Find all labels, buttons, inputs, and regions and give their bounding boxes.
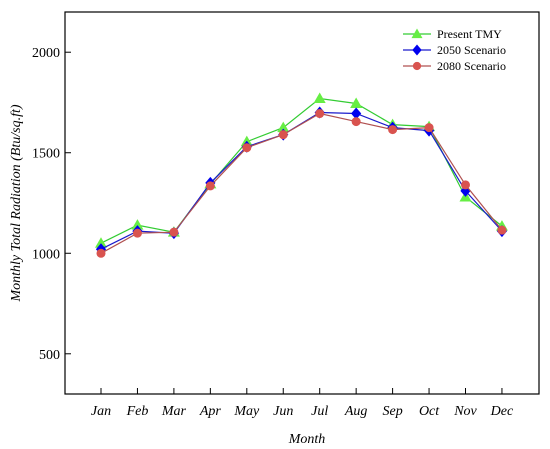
legend-item: Present TMY <box>403 27 502 41</box>
x-tick-label: Oct <box>419 404 440 419</box>
x-tick-label: Feb <box>126 404 149 419</box>
legend-label: Present TMY <box>437 27 502 41</box>
marker-diamond <box>412 44 422 56</box>
marker-circle <box>497 225 507 235</box>
series-line <box>100 112 503 254</box>
x-axis: Jan Feb Mar Apr May Jun Jul Aug Sep Oct Nov Dec <box>91 388 514 419</box>
marker-circle <box>132 228 142 238</box>
series-layer <box>95 92 508 258</box>
y-axis: 500 1000 1500 2000 <box>32 46 71 363</box>
legend: Present TMY 2050 Scenario 2080 Scenario <box>403 27 506 73</box>
y-tick-label: 2000 <box>32 46 60 61</box>
marker-circle <box>278 130 288 140</box>
x-tick-label: Dec <box>490 404 514 419</box>
marker-triangle <box>131 219 144 230</box>
marker-circle <box>242 143 252 153</box>
y-tick-label: 1000 <box>32 247 60 262</box>
x-tick-label: Nov <box>453 404 477 419</box>
marker-circle <box>461 180 470 190</box>
legend-label: 2050 Scenario <box>437 43 506 57</box>
x-tick-label: Jun <box>273 404 293 419</box>
marker-triangle <box>277 121 290 133</box>
marker-circle <box>412 61 422 71</box>
marker-circle <box>169 227 179 237</box>
x-axis-title: Month <box>288 432 326 447</box>
y-axis-title: Monthly Total Radiation (Btu/sq.ft) <box>9 104 24 302</box>
series-2080-scenario <box>96 109 507 258</box>
x-tick-label: Aug <box>344 404 368 419</box>
marker-triangle <box>313 92 326 103</box>
x-tick-label: Jan <box>91 404 111 419</box>
marker-circle <box>388 125 398 135</box>
x-tick-label: Jul <box>311 404 328 419</box>
series-line <box>100 97 503 244</box>
marker-circle <box>205 181 215 191</box>
y-tick-label: 500 <box>39 348 60 363</box>
marker-circle <box>424 123 434 133</box>
marker-triangle <box>411 28 423 39</box>
x-tick-label: Apr <box>199 404 222 419</box>
plot-frame <box>64 11 540 395</box>
legend-item: 2050 Scenario <box>403 43 506 57</box>
x-tick-label: Mar <box>161 404 187 419</box>
marker-triangle <box>95 237 107 248</box>
x-tick-label: May <box>233 404 260 419</box>
y-tick-label: 1500 <box>32 147 60 162</box>
legend-label: 2080 Scenario <box>437 59 506 73</box>
marker-circle <box>351 117 361 127</box>
marker-diamond <box>351 107 362 120</box>
x-tick-label: Sep <box>382 404 402 419</box>
legend-item: 2080 Scenario <box>403 59 506 73</box>
marker-circle <box>315 109 325 119</box>
marker-circle <box>96 248 106 258</box>
marker-triangle <box>350 97 363 108</box>
